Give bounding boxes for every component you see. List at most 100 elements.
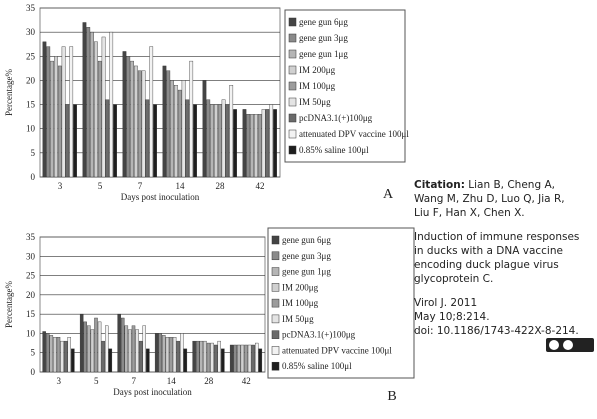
bar bbox=[61, 46, 66, 178]
citation: Citation: Lian B, Cheng A, Wang M, Zhu D… bbox=[414, 178, 594, 356]
bar bbox=[244, 344, 248, 373]
bar bbox=[42, 331, 46, 373]
legend-label: gene gun 1μg bbox=[299, 49, 348, 59]
legend-label: attenuated DPV vaccine 100μl bbox=[299, 129, 409, 139]
bar bbox=[246, 114, 251, 178]
legend-swatch bbox=[271, 283, 280, 292]
bar bbox=[138, 340, 143, 373]
legend-label: pcDNA3.1(+)100μg bbox=[282, 330, 356, 340]
bar bbox=[258, 348, 263, 373]
bar bbox=[273, 109, 277, 178]
bar bbox=[97, 321, 102, 373]
bar bbox=[65, 104, 70, 178]
bar bbox=[251, 344, 255, 373]
legend-label: attenuated DPV vaccine 100μl bbox=[282, 345, 392, 355]
bar bbox=[105, 325, 109, 373]
citation-title: Induction of immune responses bbox=[414, 231, 580, 243]
bar bbox=[229, 85, 234, 178]
citation-source: doi: 10.1186/1743-422X-8-214. bbox=[414, 325, 579, 337]
bar bbox=[82, 22, 87, 178]
x-tick-label: 28 bbox=[216, 181, 226, 191]
legend-box bbox=[267, 227, 415, 379]
bar bbox=[94, 41, 98, 178]
bar bbox=[185, 99, 190, 178]
bar bbox=[166, 70, 171, 178]
legend-swatch bbox=[271, 251, 280, 261]
y-tick-label: 35 bbox=[26, 232, 36, 242]
bar bbox=[71, 348, 75, 373]
y-axis-title: Percentage% bbox=[4, 69, 14, 116]
x-tick-label: 28 bbox=[204, 376, 214, 386]
y-tick-label: 10 bbox=[26, 328, 36, 338]
bar bbox=[193, 104, 197, 178]
legend-label: 0.85% saline 100μl bbox=[282, 361, 352, 371]
legend-swatch bbox=[288, 81, 297, 91]
bar bbox=[50, 60, 54, 178]
bar bbox=[217, 340, 221, 373]
citation-title: encoding duck plague virus bbox=[414, 259, 559, 271]
y-tick-label: 25 bbox=[26, 271, 36, 281]
legend-label: IM 100μg bbox=[282, 298, 319, 308]
bar bbox=[141, 70, 146, 178]
bar bbox=[146, 348, 150, 373]
y-tick-label: 20 bbox=[26, 290, 36, 300]
legend-swatch bbox=[271, 346, 280, 355]
bar bbox=[221, 99, 226, 178]
citation-source: May 10;8:214. bbox=[414, 311, 490, 323]
x-tick-label: 3 bbox=[57, 376, 62, 386]
legend-swatch bbox=[288, 49, 297, 59]
legend-swatch bbox=[271, 330, 280, 339]
y-tick-label: 30 bbox=[26, 27, 36, 37]
citation-source: Virol J. 2011 bbox=[414, 297, 478, 309]
bar bbox=[170, 80, 174, 178]
bar bbox=[162, 335, 166, 373]
bar bbox=[153, 104, 157, 178]
legend-label: gene gun 1μg bbox=[282, 267, 331, 277]
bar bbox=[87, 325, 91, 373]
legend-swatch bbox=[288, 17, 297, 27]
bar bbox=[97, 60, 102, 178]
bar bbox=[73, 104, 77, 178]
citation-authors: Liu F, Han X, Chen X. bbox=[414, 207, 525, 219]
bar bbox=[130, 60, 134, 178]
legend-swatch bbox=[288, 145, 297, 155]
bar bbox=[217, 104, 222, 178]
bar bbox=[108, 348, 113, 373]
legend-label: gene gun 3μg bbox=[282, 251, 331, 261]
bar bbox=[196, 340, 200, 373]
bar bbox=[90, 31, 94, 178]
x-tick-label: 3 bbox=[58, 181, 63, 191]
bar bbox=[83, 321, 87, 373]
legend-swatch bbox=[288, 97, 297, 107]
bar bbox=[192, 340, 196, 373]
bar bbox=[90, 329, 95, 373]
panel-label: B bbox=[387, 389, 396, 404]
citation-title: glycoprotein C. bbox=[414, 273, 494, 285]
bar bbox=[265, 109, 270, 178]
x-axis-title: Days post inoculation bbox=[121, 192, 200, 202]
legend-label: IM 200μg bbox=[299, 65, 336, 75]
legend-label: gene gun 6μg bbox=[282, 235, 331, 245]
bar bbox=[214, 104, 218, 178]
bar bbox=[105, 99, 110, 178]
bar bbox=[57, 65, 62, 178]
bar bbox=[233, 344, 237, 373]
legend-label: IM 100μg bbox=[299, 81, 336, 91]
y-tick-label: 35 bbox=[26, 3, 36, 13]
y-tick-label: 5 bbox=[31, 348, 36, 358]
bar bbox=[225, 104, 230, 178]
bar bbox=[142, 325, 146, 373]
citation-authors: Lian B, Cheng A, bbox=[468, 179, 555, 191]
x-tick-label: 5 bbox=[98, 181, 103, 191]
bar bbox=[261, 109, 266, 178]
citation-label: Citation: bbox=[414, 179, 465, 191]
bar bbox=[237, 344, 241, 373]
bar bbox=[49, 335, 54, 373]
bar bbox=[54, 56, 58, 178]
bar bbox=[169, 337, 173, 373]
x-tick-label: 7 bbox=[138, 181, 143, 191]
plot-area bbox=[39, 7, 281, 178]
legend-swatch bbox=[271, 314, 280, 324]
bar bbox=[134, 65, 138, 178]
